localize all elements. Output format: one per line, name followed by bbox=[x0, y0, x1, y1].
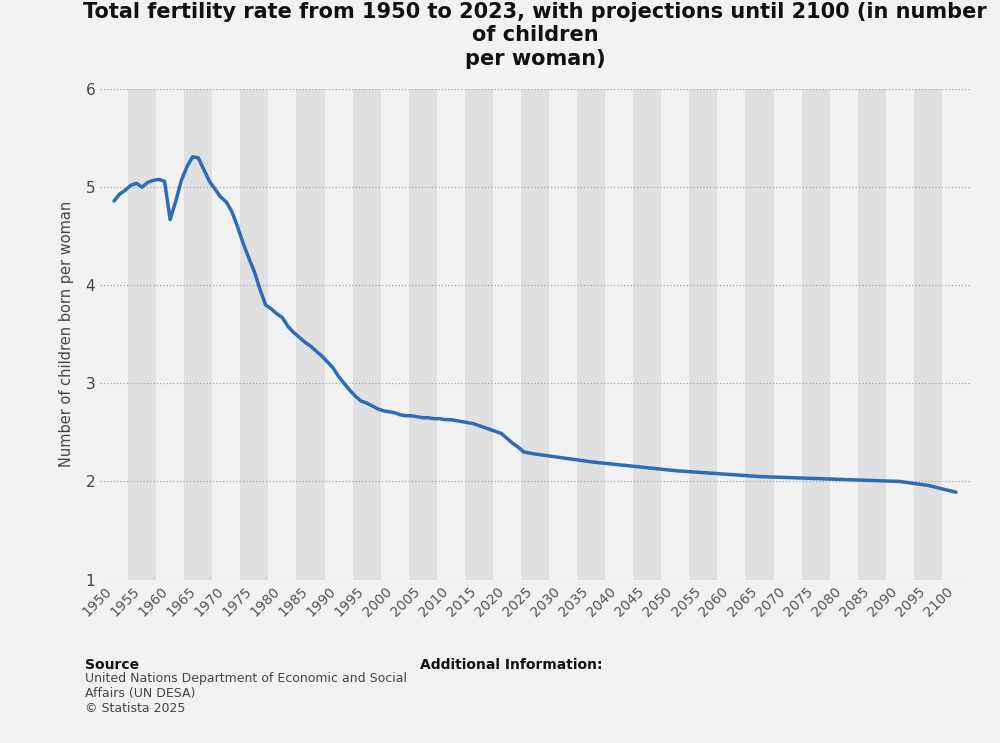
Bar bbox=[942, 89, 970, 580]
Bar bbox=[745, 89, 774, 580]
Bar bbox=[100, 89, 128, 580]
Bar bbox=[465, 89, 493, 580]
Bar bbox=[268, 89, 296, 580]
Bar bbox=[240, 89, 268, 580]
Bar bbox=[353, 89, 381, 580]
Bar bbox=[521, 89, 549, 580]
Bar bbox=[549, 89, 577, 580]
Bar bbox=[212, 89, 240, 580]
Bar bbox=[296, 89, 325, 580]
Bar bbox=[381, 89, 409, 580]
Bar bbox=[802, 89, 830, 580]
Bar bbox=[156, 89, 184, 580]
Bar bbox=[661, 89, 689, 580]
Bar bbox=[717, 89, 745, 580]
Bar bbox=[858, 89, 886, 580]
Bar bbox=[605, 89, 633, 580]
Bar bbox=[830, 89, 858, 580]
Bar bbox=[409, 89, 437, 580]
Title: Total fertility rate from 1950 to 2023, with projections until 2100 (in number o: Total fertility rate from 1950 to 2023, … bbox=[83, 2, 987, 68]
Bar bbox=[774, 89, 802, 580]
Bar bbox=[886, 89, 914, 580]
Text: Source: Source bbox=[85, 658, 139, 672]
Bar bbox=[689, 89, 717, 580]
Bar bbox=[493, 89, 521, 580]
Bar bbox=[325, 89, 353, 580]
Y-axis label: Number of children born per woman: Number of children born per woman bbox=[59, 201, 74, 467]
Bar bbox=[633, 89, 661, 580]
Bar bbox=[128, 89, 156, 580]
Bar bbox=[184, 89, 212, 580]
Text: United Nations Department of Economic and Social
Affairs (UN DESA)
© Statista 20: United Nations Department of Economic an… bbox=[85, 672, 407, 716]
Bar bbox=[577, 89, 605, 580]
Bar bbox=[437, 89, 465, 580]
Bar bbox=[914, 89, 942, 580]
Text: Additional Information:: Additional Information: bbox=[420, 658, 602, 672]
